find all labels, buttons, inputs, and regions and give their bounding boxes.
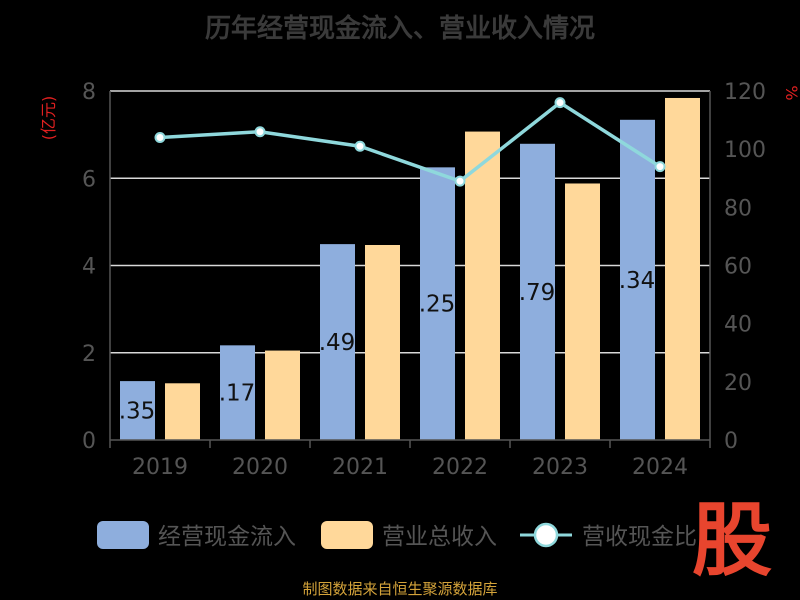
left-axis-unit: (亿元) [39, 96, 58, 141]
bar-data-label: .49 [319, 330, 356, 356]
bar-cash-inflow [120, 381, 155, 440]
bar-cash-inflow [520, 143, 555, 440]
bar-data-label: .35 [119, 399, 156, 425]
x-tick-label: 2023 [532, 455, 588, 480]
left-tick-label: 6 [82, 167, 96, 192]
bar-revenue [365, 244, 400, 440]
bar-cash-inflow [220, 345, 255, 440]
bar-data-label: .79 [519, 280, 556, 306]
right-tick-label: 40 [724, 313, 752, 338]
right-tick-label: 120 [724, 80, 766, 105]
legend-label-revenue: 营业总收入 [382, 524, 497, 550]
ratio-line-series [154, 97, 666, 187]
bar-cash-inflow [420, 167, 455, 440]
data-labels: .35 .17 .49 .25 .79 .34 [119, 268, 656, 425]
bar-revenue [665, 97, 700, 440]
right-tick-label: 20 [724, 371, 752, 396]
left-tick-label: 2 [82, 342, 96, 367]
ratio-point [554, 97, 566, 109]
bar-revenue [265, 350, 300, 440]
ratio-point [354, 140, 366, 152]
left-tick-label: 4 [82, 255, 96, 280]
x-tick-label: 2021 [332, 455, 388, 480]
x-tick-label: 2024 [632, 455, 688, 480]
chart-title: 历年经营现金流入、营业收入情况 [204, 14, 595, 44]
legend-label-ratio: 营收现金比 [582, 524, 697, 550]
bar-cash-inflow [320, 244, 355, 440]
bar-data-label: .25 [419, 292, 456, 318]
left-tick-label: 8 [82, 80, 96, 105]
bar-revenue [465, 131, 500, 441]
ratio-point [654, 161, 666, 173]
ratio-point [254, 126, 266, 138]
x-tick-label: 2020 [232, 455, 288, 480]
legend-label-cash-inflow: 经营现金流入 [158, 524, 296, 550]
ratio-line [159, 100, 661, 184]
x-tick-label: 2019 [132, 455, 188, 480]
ratio-point [454, 175, 466, 187]
data-source-note: 制图数据来自恒生聚源数据库 [302, 580, 498, 598]
x-tick-label: 2022 [432, 455, 488, 480]
bar-data-label: .34 [619, 268, 656, 294]
right-tick-label: 100 [724, 138, 766, 163]
legend-swatch-revenue [321, 521, 373, 549]
ratio-point [154, 132, 166, 144]
right-axis-unit: % [782, 85, 800, 100]
right-tick-label: 0 [724, 429, 738, 454]
bar-data-label: .17 [219, 381, 256, 407]
legend-swatch-cash-inflow [97, 521, 149, 549]
legend: 经营现金流入 营业总收入 营收现金比 [97, 521, 697, 550]
bar-cash-inflow [620, 119, 655, 440]
legend-marker-ratio [533, 522, 559, 548]
watermark-logo: 股 [692, 493, 772, 587]
gridlines [110, 90, 710, 354]
right-tick-label: 60 [724, 255, 752, 280]
right-tick-label: 80 [724, 196, 752, 221]
bar-series [120, 97, 700, 441]
bar-revenue [565, 183, 600, 441]
left-tick-label: 0 [82, 429, 96, 454]
bar-revenue [165, 383, 200, 440]
